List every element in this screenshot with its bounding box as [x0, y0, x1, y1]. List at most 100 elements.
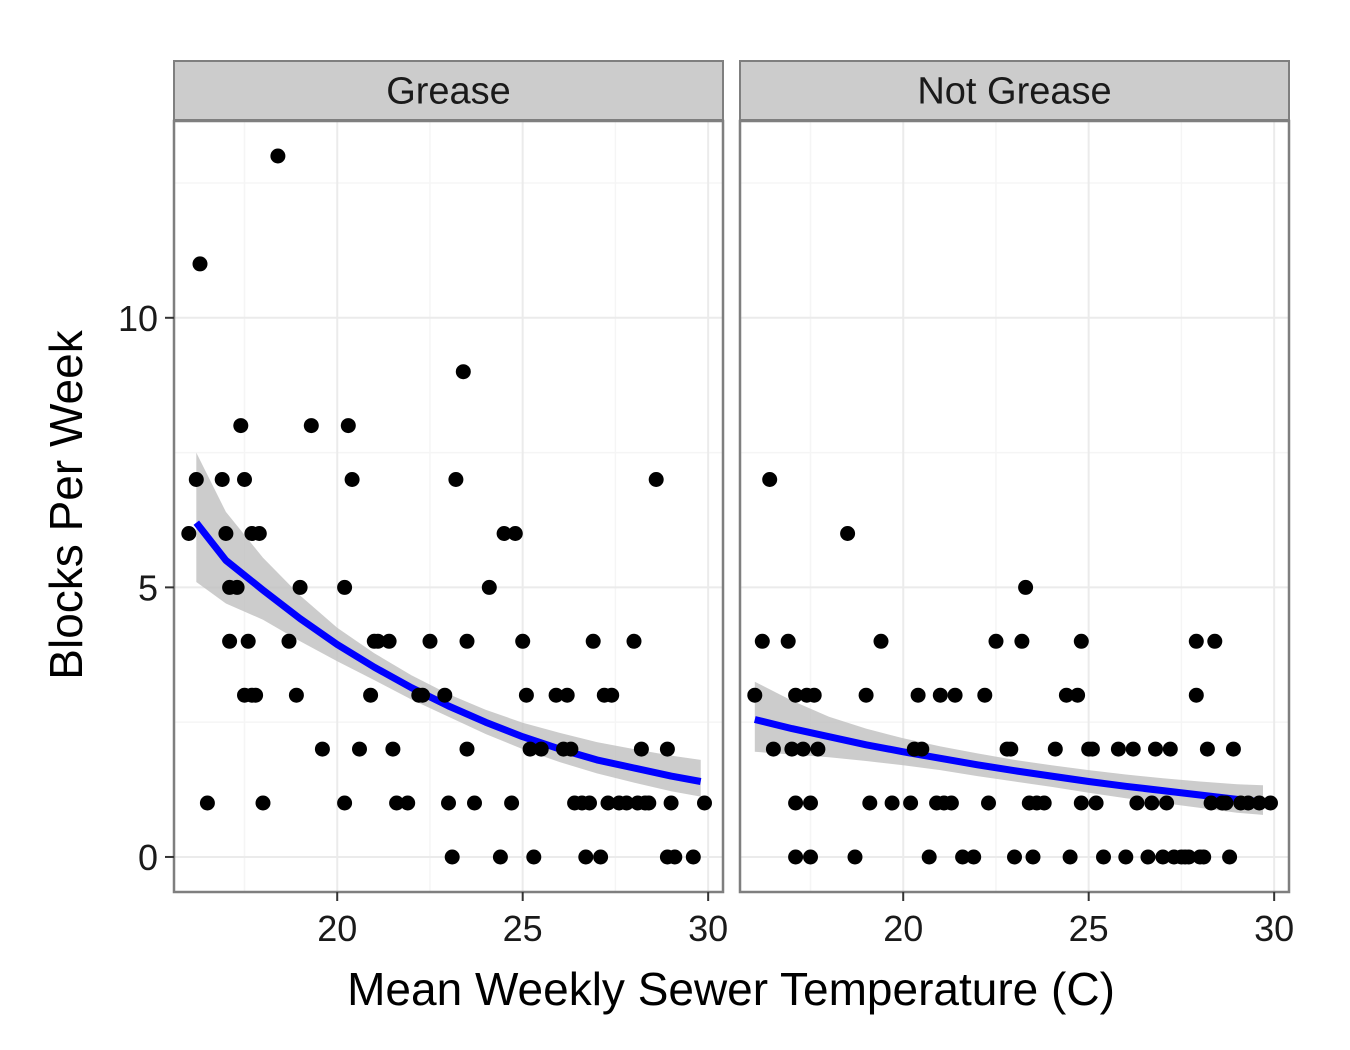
- data-point: [648, 472, 664, 487]
- data-point: [840, 526, 856, 541]
- data-point: [255, 795, 271, 811]
- data-point: [659, 741, 675, 757]
- data-point: [784, 741, 800, 757]
- panel-border: [738, 119, 1291, 894]
- data-point: [400, 795, 416, 811]
- data-point: [248, 687, 264, 703]
- data-point: [1196, 849, 1212, 865]
- data-point: [1096, 849, 1111, 865]
- facet-label: Grease: [386, 71, 511, 113]
- data-point: [604, 687, 620, 703]
- facet-label: Not Grease: [917, 71, 1111, 113]
- data-point: [1088, 795, 1104, 811]
- plot-area: [740, 121, 1289, 892]
- data-point: [578, 849, 594, 865]
- data-point: [762, 472, 778, 487]
- data-point: [1110, 741, 1126, 757]
- data-point: [533, 741, 549, 757]
- data-point: [389, 795, 405, 811]
- data-point: [1073, 633, 1089, 649]
- data-point: [593, 849, 609, 865]
- panels-layer: Grease Not Grease: [172, 60, 1291, 894]
- facet-strip: [173, 60, 724, 121]
- data-point: [697, 795, 712, 811]
- data-point: [585, 633, 601, 649]
- data-point: [1036, 795, 1052, 811]
- data-point: [754, 633, 770, 649]
- data-point: [188, 472, 204, 487]
- data-point: [526, 849, 542, 865]
- y-axis-title: Blocks Per Week: [40, 329, 92, 679]
- data-point: [504, 795, 520, 811]
- facet-strip: [739, 60, 1290, 121]
- data-point: [1129, 795, 1145, 811]
- x-tick-label: 20: [883, 908, 923, 949]
- data-point: [218, 526, 234, 541]
- data-point: [884, 795, 900, 811]
- data-point: [292, 579, 308, 595]
- data-point: [251, 526, 267, 541]
- data-point: [667, 849, 683, 865]
- data-point: [522, 741, 538, 757]
- panel-1: Grease: [172, 60, 725, 894]
- data-point: [441, 795, 456, 811]
- data-point: [467, 795, 482, 811]
- data-point: [1125, 741, 1141, 757]
- panel-border: [172, 119, 725, 894]
- data-point: [1062, 849, 1078, 865]
- x-tick-label: 25: [1069, 908, 1109, 949]
- data-point: [903, 795, 919, 811]
- data-point: [1218, 795, 1234, 811]
- data-point: [1047, 741, 1063, 757]
- data-point: [910, 687, 926, 703]
- data-point: [1155, 849, 1171, 865]
- data-point: [415, 687, 430, 703]
- data-point: [847, 849, 863, 865]
- data-point: [1159, 795, 1175, 811]
- data-point: [914, 741, 930, 757]
- axes-layer: 20 25 30 20 25 30 0 5 10: [118, 298, 1294, 949]
- data-point: [352, 741, 367, 757]
- data-point: [1181, 849, 1197, 865]
- data-point: [303, 418, 319, 434]
- data-point: [237, 472, 252, 487]
- data-point: [1140, 849, 1156, 865]
- data-point: [810, 741, 826, 757]
- x-tick-label: 25: [503, 908, 543, 949]
- data-point: [337, 795, 353, 811]
- data-point: [921, 849, 937, 865]
- data-point: [966, 849, 982, 865]
- data-point: [270, 148, 286, 164]
- data-point: [363, 687, 379, 703]
- data-point: [1203, 795, 1219, 811]
- data-point: [1118, 849, 1134, 865]
- data-point: [437, 687, 453, 703]
- fit-line: [753, 716, 1264, 806]
- data-point: [943, 795, 959, 811]
- data-point: [1240, 795, 1256, 811]
- data-point: [873, 633, 889, 649]
- data-point: [448, 472, 464, 487]
- data-point: [1188, 633, 1204, 649]
- confidence-band: [196, 452, 701, 797]
- data-point: [496, 526, 512, 541]
- data-point: [663, 795, 679, 811]
- fit-line: [193, 520, 702, 785]
- data-point: [515, 633, 531, 649]
- data-point: [1251, 795, 1267, 811]
- data-point: [803, 849, 818, 865]
- data-point: [518, 687, 534, 703]
- data-point: [600, 795, 616, 811]
- data-point: [240, 633, 256, 649]
- data-point: [780, 633, 796, 649]
- data-point: [1199, 741, 1215, 757]
- data-point: [181, 526, 197, 541]
- data-point: [233, 418, 249, 434]
- data-point: [858, 687, 874, 703]
- data-point: [1084, 741, 1100, 757]
- data-point: [788, 849, 804, 865]
- data-point: [977, 687, 993, 703]
- panel-2: Not Grease: [738, 60, 1291, 894]
- data-point: [1188, 687, 1204, 703]
- data-point: [1007, 849, 1022, 865]
